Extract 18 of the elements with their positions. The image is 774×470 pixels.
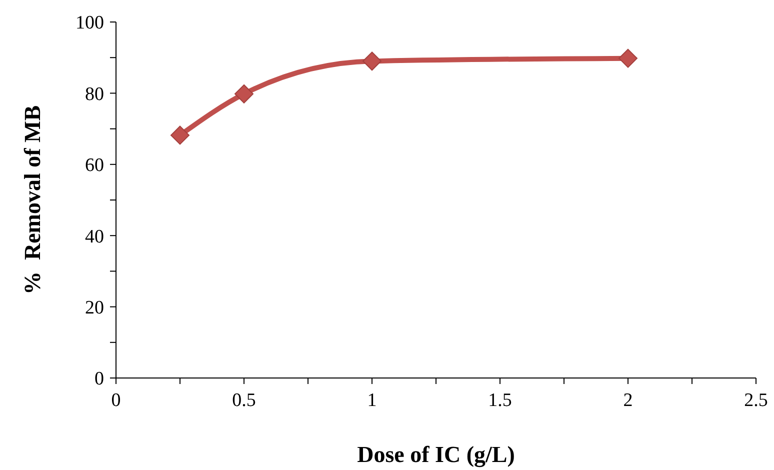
y-tick-label: 80 [85,84,104,105]
x-tick-label: 2.5 [744,390,768,411]
y-tick-label: 20 [85,297,104,318]
x-tick-label: 2 [623,390,633,411]
x-tick-label: 1.5 [488,390,512,411]
point [618,48,638,68]
y-tick-label: 60 [85,155,104,176]
x-axis-title: Dose of IC (g/L) [357,442,515,468]
y-axis-title: % Removal of MB [20,105,45,295]
point [362,52,382,71]
x-tick-label: 0.5 [232,390,256,411]
y-tick-label: 0 [94,368,104,390]
x-tick-label: 1 [367,390,377,411]
point [234,84,254,104]
point [170,126,190,145]
x-tick-label: 0 [111,390,121,411]
y-tick-label: 40 [85,226,104,248]
y-tick-label: 100 [76,12,104,34]
